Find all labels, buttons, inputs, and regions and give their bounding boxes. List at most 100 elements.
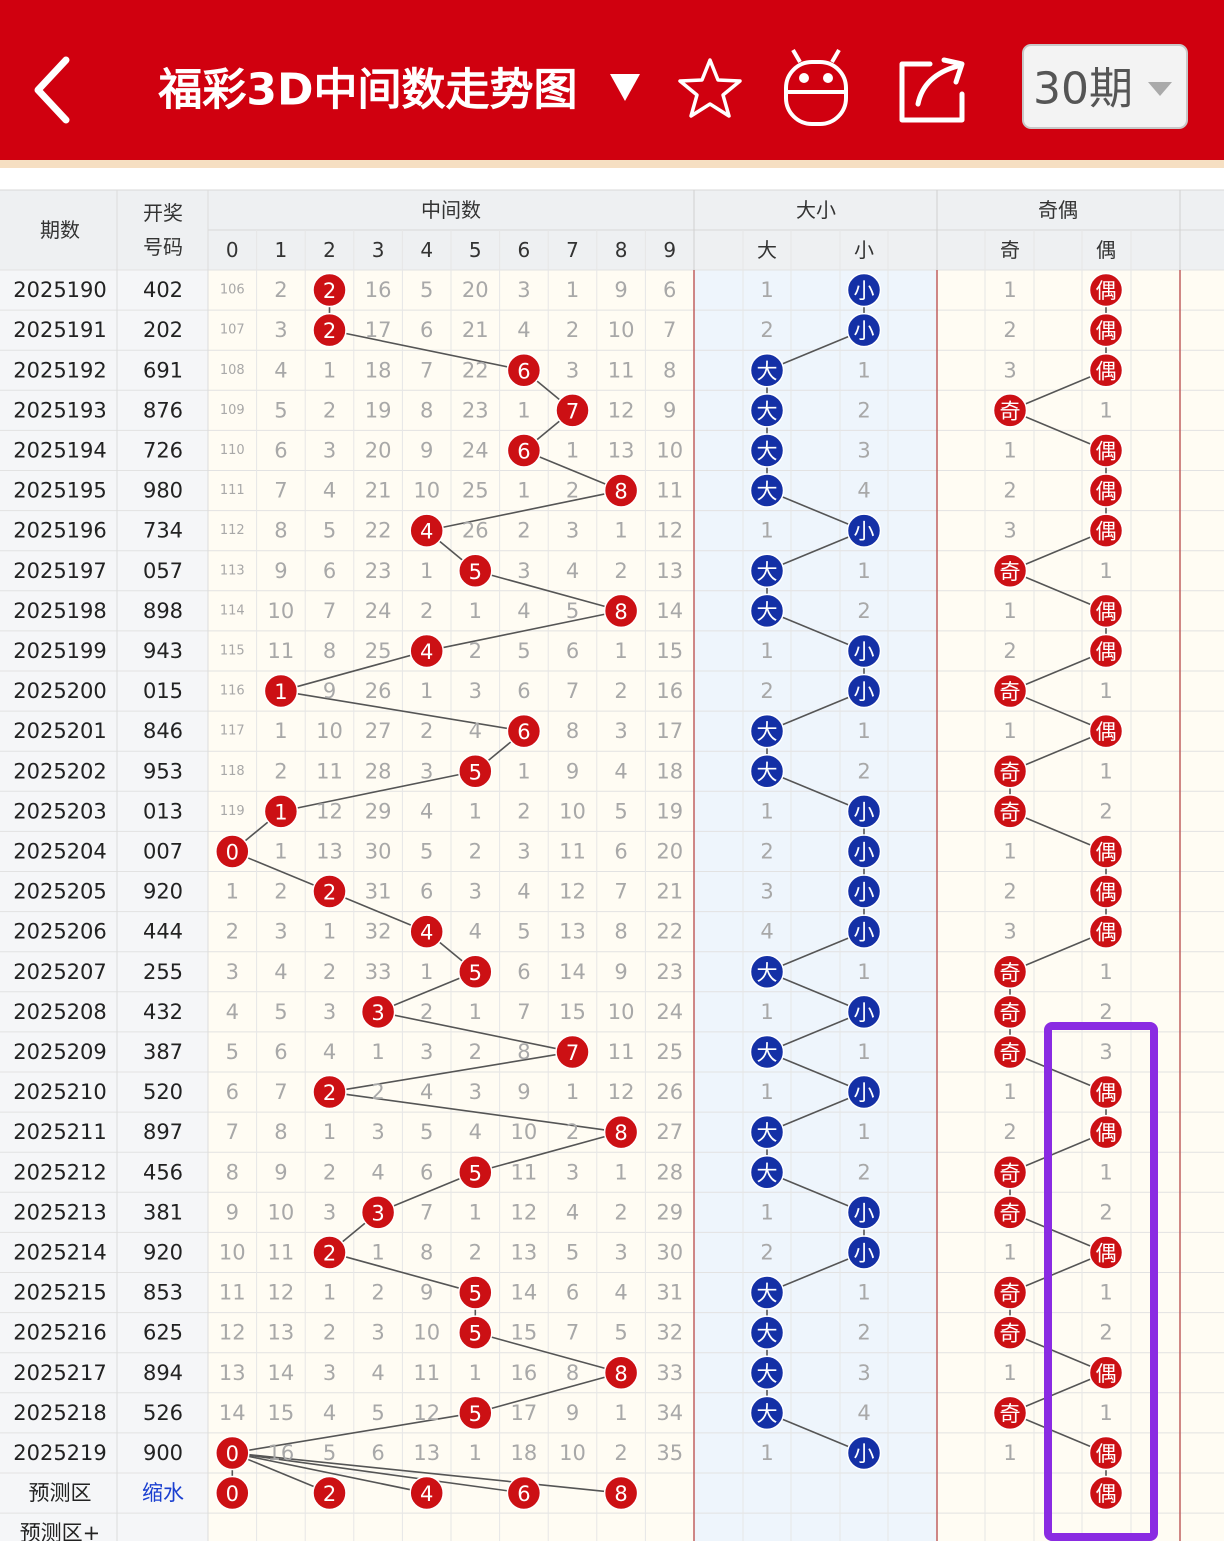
mid-omission: 13 (656, 559, 683, 583)
mid-omission: 20 (656, 839, 683, 863)
size-ball (749, 713, 785, 749)
period: 2025218 (13, 1401, 107, 1425)
period: 2025196 (13, 519, 107, 543)
parity-ball-label: 偶 (1096, 1241, 1117, 1265)
mid-omission: 12 (656, 519, 683, 543)
mid-omission: 5 (274, 398, 287, 422)
mid-omission: 8 (226, 1160, 239, 1184)
parity-ball (1088, 1355, 1124, 1390)
mid-ball-label: 2 (323, 1482, 336, 1506)
size-ball (846, 834, 882, 869)
mid-omission: 1 (371, 1240, 384, 1264)
period: 2025208 (13, 1000, 107, 1024)
parity-omission: 1 (1003, 1361, 1016, 1385)
parity-header: 奇偶 (1038, 198, 1078, 222)
mid-omission: 10 (559, 799, 586, 823)
mid-ball-label: 2 (323, 279, 336, 303)
size-ball-label: 大 (757, 359, 778, 383)
mid-ball (360, 994, 396, 1030)
favorite-button[interactable] (678, 58, 742, 118)
size-omission: 2 (857, 599, 870, 623)
mid-omission: 108 (220, 363, 245, 378)
back-button[interactable] (34, 56, 70, 124)
draw-number: 057 (143, 559, 183, 583)
mid-omission: 10 (413, 1321, 440, 1345)
draw-number: 526 (143, 1401, 183, 1425)
size-omission: 1 (857, 559, 870, 583)
mid-ball (603, 593, 639, 629)
share-button[interactable] (899, 57, 965, 123)
draw-number: 381 (143, 1200, 183, 1224)
period-selector[interactable] (1022, 44, 1188, 129)
parity-omission: 1 (1099, 1401, 1112, 1425)
trend-line (766, 1412, 865, 1454)
trend-line (766, 1171, 865, 1214)
period: 2025212 (13, 1160, 107, 1184)
mid-omission: 5 (517, 920, 530, 944)
mid-ball (603, 1475, 639, 1511)
parity-ball-label: 奇 (1000, 1322, 1021, 1346)
parity-ball-label: 奇 (1000, 1041, 1021, 1065)
period-header: 期数 (40, 218, 80, 242)
period: 2025197 (13, 559, 107, 583)
mid-omission: 13 (219, 1361, 246, 1385)
mid-omission: 2 (469, 639, 482, 663)
parity-omission: 1 (1003, 839, 1016, 863)
mid-omission: 2 (420, 1000, 433, 1024)
mid-ball-label: 5 (469, 1282, 482, 1306)
parity-ball (1088, 633, 1124, 669)
number-header: 开奖 (143, 201, 183, 225)
digit-header: 2 (323, 238, 336, 262)
parity-ball-label: 偶 (1096, 640, 1117, 664)
mid-omission: 4 (614, 1281, 627, 1305)
size-ball (749, 473, 785, 508)
trend-line (766, 329, 865, 371)
mid-omission: 10 (413, 479, 440, 503)
mid-omission: 31 (365, 880, 392, 904)
mid-omission: 30 (365, 839, 392, 863)
digit-header: 3 (372, 238, 385, 262)
parity-ball (1088, 513, 1124, 548)
mid-omission: 4 (566, 1200, 579, 1224)
mid-omission: 8 (566, 1361, 579, 1385)
mid-omission: 6 (371, 1441, 384, 1465)
mid-omission: 7 (566, 1321, 579, 1345)
size-ball-label: 小 (854, 520, 875, 544)
mid-omission: 2 (274, 759, 287, 783)
mid-omission: 1 (469, 1361, 482, 1385)
mid-omission: 6 (420, 318, 433, 342)
parity-ball-label: 偶 (1096, 359, 1117, 383)
draw-number: 456 (143, 1160, 183, 1184)
mid-omission: 1 (566, 438, 579, 462)
mid-omission: 6 (663, 278, 676, 302)
parity-omission: 1 (1003, 1441, 1016, 1465)
mid-omission: 4 (323, 1040, 336, 1064)
mid-omission: 10 (268, 1200, 295, 1224)
mid-omission: 2 (371, 1080, 384, 1104)
mid-ball-label: 6 (517, 359, 530, 383)
size-ball-label: 大 (757, 961, 778, 985)
mid-omission: 17 (656, 719, 683, 743)
trend-line (1009, 730, 1107, 772)
size-ball-label: 大 (757, 439, 778, 463)
mid-omission: 8 (274, 519, 287, 543)
title-dropdown[interactable] (610, 74, 640, 101)
size-ball (846, 633, 882, 669)
size-omission: 3 (857, 1361, 870, 1385)
mid-omission: 16 (365, 278, 392, 302)
mid-ball (360, 1195, 396, 1230)
size-ball-label: 小 (854, 921, 875, 945)
size-ball (749, 1155, 785, 1190)
draw-number: 943 (143, 639, 183, 663)
parity-ball (1088, 1475, 1124, 1511)
mid-omission: 11 (656, 479, 683, 503)
mid-omission: 17 (365, 318, 392, 342)
size-ball-label: 小 (854, 319, 875, 343)
size-ball (749, 1034, 785, 1070)
mid-omission: 6 (323, 559, 336, 583)
robot-button[interactable] (784, 48, 848, 126)
mid-ball (506, 1475, 542, 1511)
trend-line (329, 329, 525, 372)
mid-omission: 15 (656, 639, 683, 663)
mid-omission: 4 (614, 759, 627, 783)
